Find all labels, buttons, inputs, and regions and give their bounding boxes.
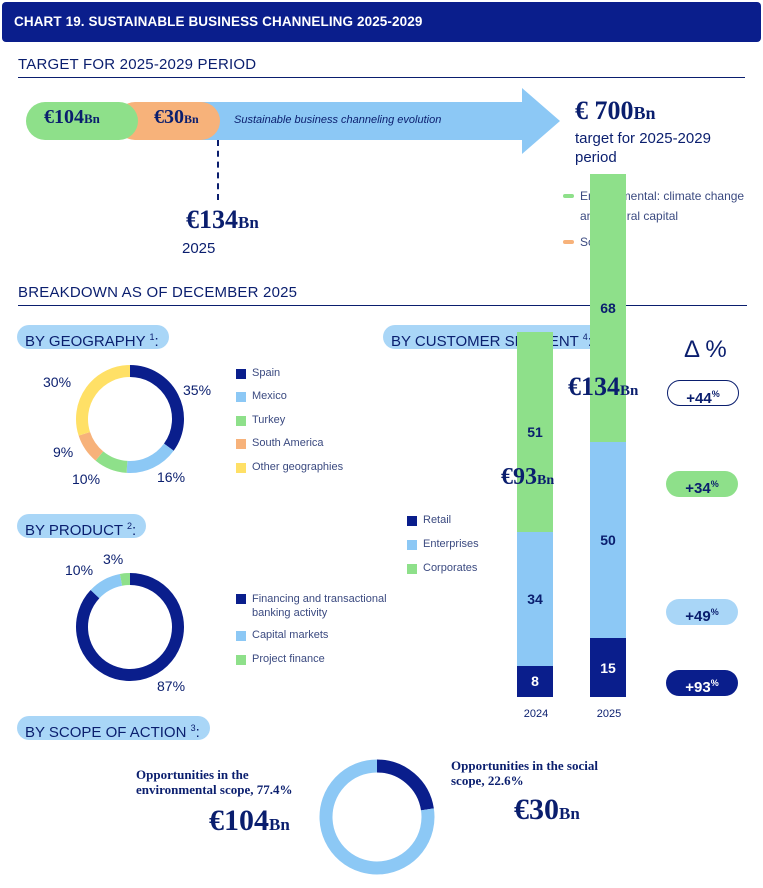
product-slice-1 (90, 573, 123, 599)
bar-value-2024-retail: 8 (531, 673, 539, 690)
segment-legend-retail-swatch (407, 516, 417, 526)
legend-social: Social (563, 234, 613, 250)
goal-value: € 700Bn (575, 96, 656, 125)
breakdown-rule (18, 305, 747, 306)
geography-title: BY GEOGRAPHY 1: (17, 325, 169, 350)
bar-2025-enterprises: 50 (590, 441, 626, 639)
evolution-arrow (174, 88, 560, 154)
achieved-value: €134Bn (186, 205, 259, 234)
environmental-bar (26, 102, 138, 140)
geo-legend-turkey-swatch (236, 416, 246, 426)
geography-slice-3 (78, 431, 104, 461)
bar-value-2025-corporates: 68 (600, 299, 616, 316)
geo-label-turkey: 10% (72, 471, 101, 487)
scope-social-label: Opportunities in the social scope, 22.6% (451, 758, 598, 788)
geo-legend-other: Other geographies (236, 461, 343, 473)
geography-slice-2 (95, 451, 128, 473)
geo-legend-spain-swatch (236, 369, 246, 379)
segment-legend-corporates: Corporates (407, 562, 477, 574)
target-rule (18, 77, 745, 78)
scope-title: BY SCOPE OF ACTION 3: (17, 716, 210, 741)
segment-legend-retail: Retail (407, 514, 451, 526)
segment-legend-enterprises: Enterprises (407, 538, 479, 550)
delta-total: +44% (667, 380, 739, 407)
product-slice-0 (76, 573, 184, 681)
geo-legend-south-america: South America (236, 437, 324, 449)
product-title: BY PRODUCT 2: (17, 514, 147, 539)
env-target-value: €104Bn (44, 106, 100, 128)
bar-value-2024-enterprises: 34 (527, 590, 543, 607)
segment-year-2024: 2024 (523, 708, 549, 720)
scope-environmental-amount: €104Bn (209, 804, 290, 837)
bar-2024-retail: 8 (517, 665, 553, 697)
segment-total-2024: €93Bn (501, 464, 555, 490)
segment-legend-enterprises-swatch (407, 540, 417, 550)
achieved-marker-line (217, 140, 219, 200)
product-legend-project-finance: Project finance (236, 653, 325, 665)
geo-legend-mexico: Mexico (236, 390, 287, 402)
geography-donut (76, 365, 184, 473)
segment-title: BY CUSTOMER SEGMENT 4: (383, 325, 602, 350)
chart-title: CHART 19. SUSTAINABLE BUSINESS CHANNELIN… (2, 2, 761, 42)
geo-legend-spain: Spain (236, 367, 280, 379)
scope-environmental-label: Opportunities in the environmental scope… (136, 767, 293, 797)
product-slice-2 (119, 573, 131, 586)
product-donut (76, 573, 184, 681)
delta-header: Δ % (684, 336, 727, 363)
breakdown-heading: BREAKDOWN AS OF DECEMBER 2025 (18, 284, 298, 301)
target-heading: TARGET FOR 2025-2029 PERIOD (18, 56, 257, 73)
bar-value-2024-corporates: 51 (527, 423, 543, 440)
product-label-financing: 87% (157, 678, 186, 694)
segment-legend-corporates-swatch (407, 564, 417, 574)
bar-value-2025-enterprises: 50 (600, 531, 616, 548)
product-legend-project-finance-swatch (236, 655, 246, 665)
arrow-label: Sustainable business channeling evolutio… (234, 114, 442, 126)
segment-year-2025: 2025 (596, 708, 622, 720)
bar-2025-retail: 15 (590, 638, 626, 697)
bar-2024-corporates: 51 (517, 331, 553, 532)
product-legend-capital-markets-swatch (236, 631, 246, 641)
delta-corporates: +34% (666, 471, 738, 497)
geo-label-mexico: 16% (157, 469, 186, 485)
goal-caption: target for 2025-2029 period (575, 130, 711, 166)
geo-label-spain: 35% (183, 382, 212, 398)
social-target-value: €30Bn (154, 106, 199, 128)
target-arrow-graphic (26, 88, 560, 154)
scope-social-amount: €30Bn (514, 793, 580, 826)
product-legend-financing: Financing and transactional banking acti… (236, 592, 406, 620)
scope-donut (319, 759, 435, 875)
legend-social-label: Social (580, 235, 613, 249)
geo-label-south-america: 9% (53, 444, 74, 460)
delta-enterprises: +49% (666, 599, 738, 625)
social-bar (116, 102, 220, 140)
legend-environmental: Environmental: climate change and natura… (563, 186, 748, 226)
achieved-year: 2025 (182, 240, 216, 257)
bar-2024-enterprises: 34 (517, 531, 553, 666)
geo-legend-turkey: Turkey (236, 414, 285, 426)
legend-social-swatch (563, 240, 574, 244)
geo-label-other: 30% (43, 374, 72, 390)
product-label-capital-markets: 10% (65, 562, 94, 578)
bar-value-2025-retail: 15 (600, 659, 616, 676)
geography-slice-1 (126, 443, 174, 473)
product-legend-financing-swatch (236, 594, 246, 604)
legend-environmental-label: Environmental: climate change and natura… (580, 189, 745, 223)
geo-legend-south-america-swatch (236, 439, 246, 449)
segment-total-2025: €134Bn (568, 372, 639, 401)
geography-slice-4 (76, 365, 131, 436)
legend-environmental-swatch (563, 194, 574, 198)
scope-slice-1 (319, 759, 435, 875)
product-label-project-finance: 3% (103, 551, 124, 567)
scope-slice-0 (376, 759, 434, 811)
geography-slice-0 (129, 365, 184, 451)
geo-legend-other-swatch (236, 463, 246, 473)
geo-legend-mexico-swatch (236, 392, 246, 402)
product-legend-capital-markets: Capital markets (236, 629, 328, 641)
delta-retail: +93% (666, 670, 738, 696)
